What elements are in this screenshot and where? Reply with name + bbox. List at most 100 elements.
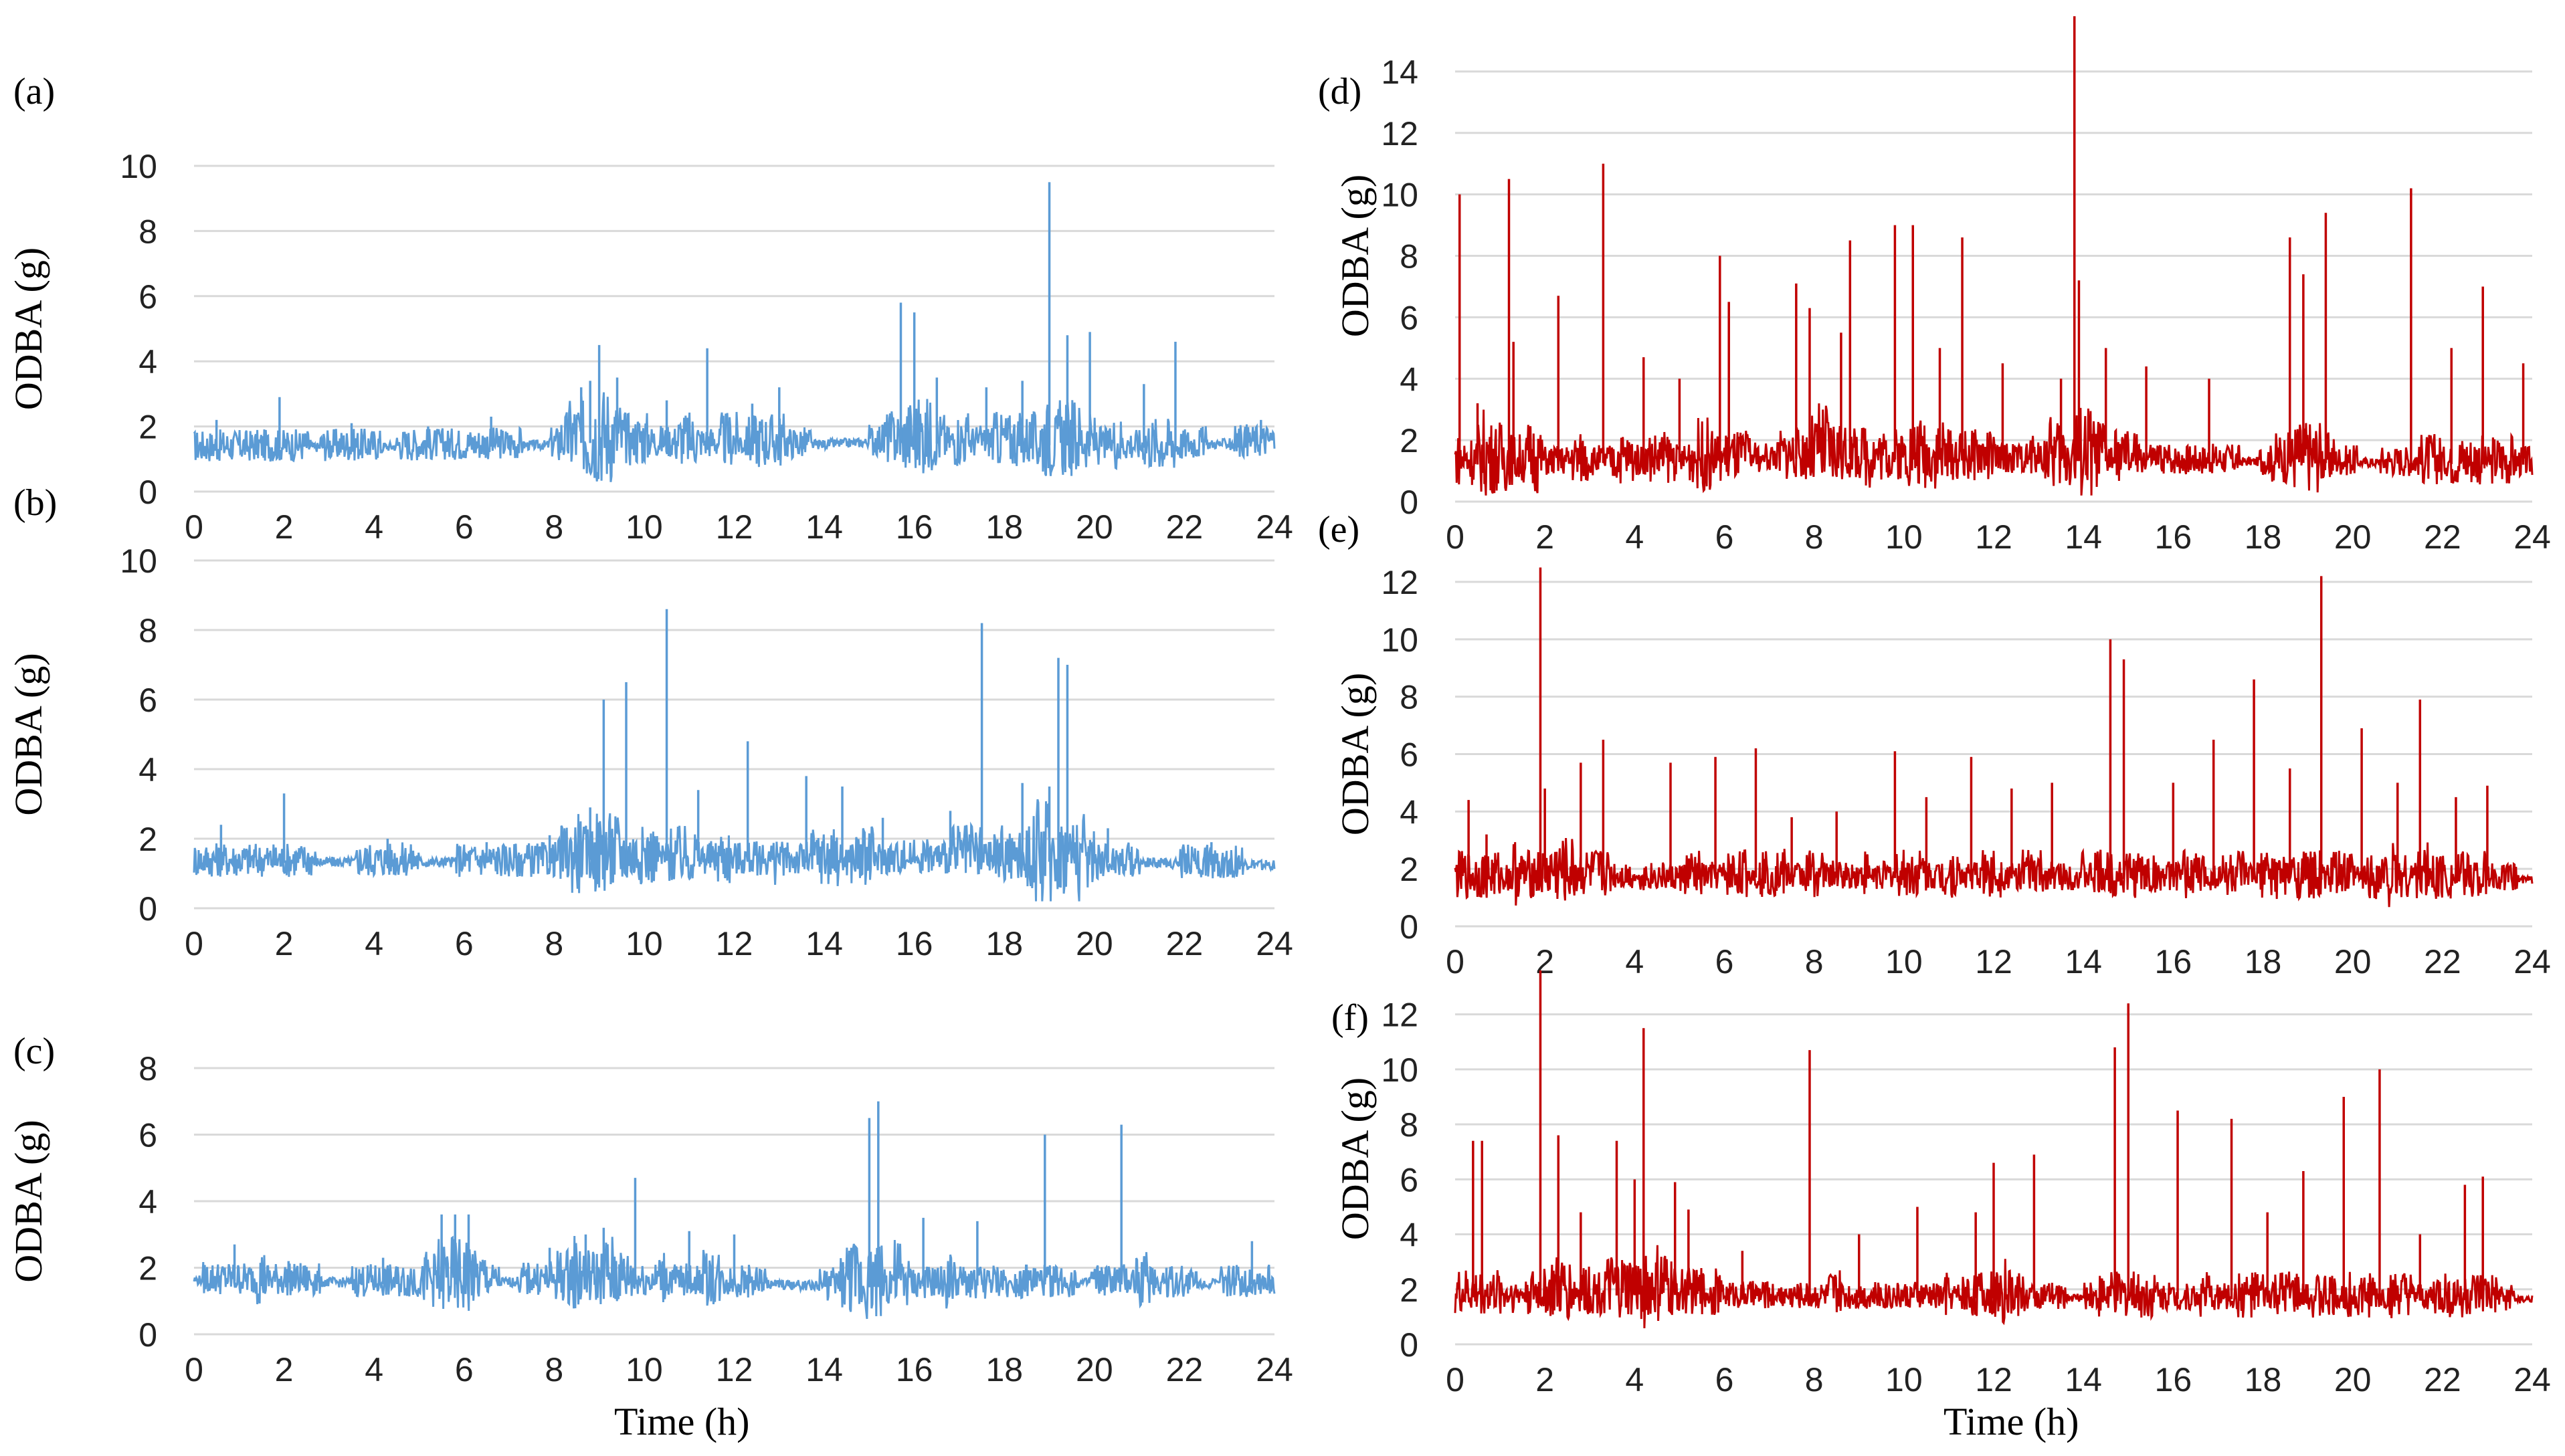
x-tick-label: 10 [1885,1361,1923,1398]
x-tick-label: 8 [545,508,563,546]
y-tick-label: 2 [1400,422,1418,459]
y-tick-label: 10 [1381,621,1418,659]
x-tick-label: 8 [545,1351,563,1388]
x-tick-label: 12 [1975,1361,2012,1398]
x-tick-label: 2 [275,1351,294,1388]
y-tick-label: 4 [138,1183,157,1221]
y-tick-label: 6 [138,278,157,316]
x-tick-label: 6 [1715,1361,1734,1398]
x-tick-label: 16 [896,1351,933,1388]
x-tick-label: 8 [545,925,563,962]
x-tick-label: 18 [2245,943,2282,980]
y-tick-label: 4 [1400,360,1418,398]
x-tick-label: 8 [1805,943,1824,980]
x-tick-label: 10 [626,1351,663,1388]
y-tick-label: 8 [138,1050,157,1087]
x-tick-label: 0 [1446,518,1464,556]
y-tick-label: 6 [138,1117,157,1154]
x-tick-label: 14 [805,1351,843,1388]
x-tick-label: 18 [985,508,1023,546]
y-tick-label: 0 [1400,1326,1418,1364]
x-tick-label: 0 [185,1351,203,1388]
odba-series-line [193,799,1276,902]
x-tick-label: 10 [626,508,663,546]
x-tick-label: 18 [2245,1361,2282,1398]
panel-label: (d) [1318,71,1361,112]
x-tick-label: 2 [1535,943,1554,980]
x-tick-label: 22 [2424,943,2461,980]
x-tick-label: 20 [1076,925,1113,962]
y-axis-label: ODBA (g) [7,1120,50,1282]
y-tick-label: 4 [138,751,157,789]
x-tick-label: 16 [2155,518,2192,556]
y-tick-label: 4 [138,343,157,381]
x-tick-label: 20 [2334,518,2372,556]
odba-series-line [1454,403,2534,496]
y-tick-label: 10 [120,148,157,185]
x-tick-label: 24 [1256,508,1293,546]
x-tick-label: 6 [455,925,474,962]
y-tick-label: 2 [138,1250,157,1287]
x-tick-label: 14 [2065,518,2102,556]
x-tick-label: 20 [2334,1361,2372,1398]
y-axis-label: ODBA (g) [7,653,50,815]
x-tick-label: 4 [1625,1361,1644,1398]
x-tick-label: 4 [1625,518,1644,556]
y-tick-label: 14 [1381,54,1418,91]
x-tick-label: 24 [2513,943,2551,980]
y-tick-label: 0 [1400,908,1418,946]
panel-label: (f) [1331,997,1369,1039]
y-tick-label: 10 [1381,177,1418,214]
x-tick-label: 8 [1805,1361,1824,1398]
x-tick-label: 2 [275,925,294,962]
x-tick-label: 24 [1256,925,1293,962]
y-axis-label: ODBA (g) [7,247,50,410]
x-tick-label: 24 [2513,1361,2551,1398]
x-tick-label: 20 [1076,508,1113,546]
x-tick-label: 2 [275,508,294,546]
x-tick-label: 12 [1975,518,2012,556]
x-tick-label: 10 [626,925,663,962]
y-tick-label: 2 [138,409,157,446]
x-tick-label: 6 [455,1351,474,1388]
x-tick-label: 22 [2424,1361,2461,1398]
x-tick-label: 0 [1446,1361,1464,1398]
y-axis-label: ODBA (g) [1333,175,1377,337]
y-tick-label: 8 [138,213,157,250]
x-tick-label: 20 [2334,943,2372,980]
x-tick-label: 0 [1446,943,1464,980]
y-tick-label: 6 [1400,299,1418,336]
panel-label: (c) [13,1031,55,1072]
y-axis-label: ODBA (g) [1333,673,1377,835]
y-tick-label: 2 [138,821,157,858]
x-tick-label: 14 [2065,1361,2102,1398]
y-tick-label: 8 [1400,679,1418,716]
y-tick-label: 6 [138,682,157,719]
x-tick-label: 16 [896,508,933,546]
y-tick-label: 0 [138,890,157,928]
x-tick-label: 10 [1885,518,1923,556]
y-tick-label: 4 [1400,793,1418,831]
x-tick-label: 18 [2245,518,2282,556]
x-tick-label: 0 [185,508,203,546]
y-tick-label: 8 [138,612,157,649]
x-tick-label: 2 [1535,518,1554,556]
x-tick-label: 16 [2155,1361,2192,1398]
x-tick-label: 4 [365,925,383,962]
x-axis-label-right: Time (h) [1943,1400,2079,1443]
x-tick-label: 4 [365,508,383,546]
x-tick-label: 14 [805,925,843,962]
x-tick-label: 12 [716,1351,753,1388]
x-tick-label: 14 [805,508,843,546]
x-axis-label-left: Time (h) [614,1400,750,1443]
x-tick-label: 22 [2424,518,2461,556]
x-tick-label: 6 [1715,943,1734,980]
x-tick-label: 22 [1166,1351,1204,1388]
panel-label: (a) [13,71,55,112]
y-tick-label: 6 [1400,1161,1418,1199]
x-tick-label: 16 [2155,943,2192,980]
x-tick-label: 20 [1076,1351,1113,1388]
x-tick-label: 6 [455,508,474,546]
y-tick-label: 10 [120,542,157,580]
